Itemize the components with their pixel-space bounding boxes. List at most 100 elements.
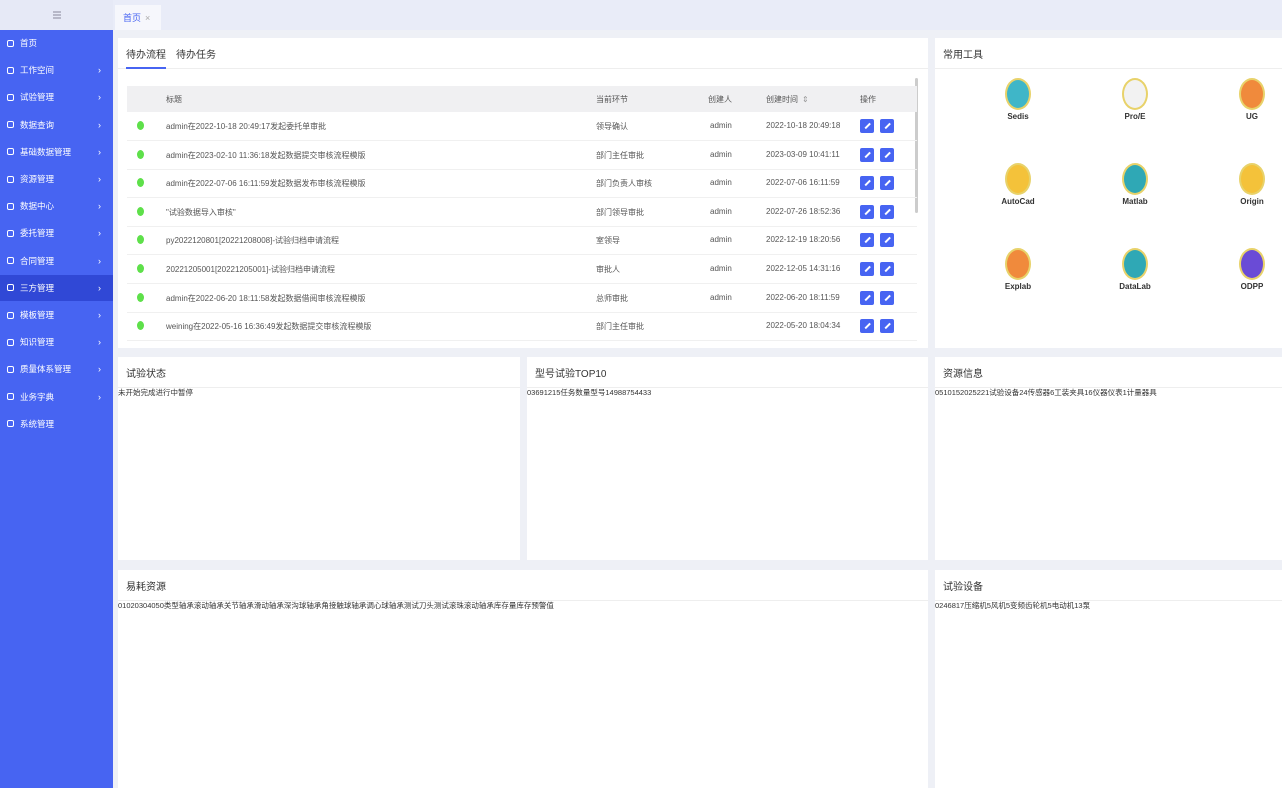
view-button[interactable]	[880, 176, 894, 190]
row-line	[127, 169, 917, 170]
menu-label: 委托管理	[20, 227, 54, 239]
table-cell: py2022120801[20221208008]-试验归档申请流程	[166, 235, 339, 246]
edit-button[interactable]	[860, 319, 874, 333]
x-axis-label: 型号	[590, 388, 605, 397]
x-tick-label: 轴承	[179, 601, 194, 610]
tool-icon	[1239, 248, 1265, 280]
menu-item[interactable]: 试验管理›	[0, 84, 113, 110]
status-dot	[137, 264, 144, 273]
menu-item[interactable]: 业务字典›	[0, 384, 113, 410]
x-tick-label: 深沟球轴承	[284, 601, 322, 610]
view-button[interactable]	[880, 233, 894, 247]
menu-arrow: ›	[98, 201, 101, 211]
tool[interactable]: Matlab	[1095, 163, 1175, 206]
chart: 03691215任务数量型号14988754433	[527, 387, 651, 398]
y-tick-label: 12	[544, 388, 552, 397]
view-button[interactable]	[880, 148, 894, 162]
y-tick-label: 10	[122, 601, 130, 610]
menu-arrow: ›	[98, 120, 101, 130]
tool[interactable]: AutoCad	[978, 163, 1058, 206]
edit-button[interactable]	[860, 291, 874, 305]
menu-item[interactable]: 质量体系管理›	[0, 356, 113, 382]
table-cell: admin在2022-10-18 20:49:17发起委托单审批	[166, 121, 326, 132]
view-button[interactable]	[880, 291, 894, 305]
menu-icon	[7, 366, 14, 373]
view-button[interactable]	[880, 319, 894, 333]
view-button[interactable]	[880, 262, 894, 276]
table-cell: admin	[710, 121, 732, 130]
menu-item[interactable]: 工作空间›	[0, 57, 113, 83]
menu-toggle[interactable]	[0, 0, 113, 30]
status-dot	[137, 235, 144, 244]
row-line	[127, 226, 917, 227]
menu-label: 工作空间	[20, 64, 54, 76]
tool-icon	[1122, 163, 1148, 195]
menu-item[interactable]: 系统管理	[0, 411, 113, 437]
menu-item[interactable]: 知识管理›	[0, 329, 113, 355]
slice-label: 暂停	[178, 388, 193, 397]
menu-item[interactable]: 数据中心›	[0, 193, 113, 219]
x-tick-label: 试验设备	[989, 388, 1019, 397]
x-tick-label: 计量器具	[1127, 388, 1157, 397]
tool[interactable]: UG	[1212, 78, 1282, 121]
tools-panel: 常用工具 Sedis Pro/E UG AutoCad Matlab Origin Expl…	[935, 38, 1282, 348]
tool[interactable]: Pro/E	[1095, 78, 1175, 121]
tool[interactable]: Sedis	[978, 78, 1058, 121]
menu-item[interactable]: 模板管理›	[0, 302, 113, 328]
table-cell: admin	[710, 264, 732, 273]
view-button[interactable]	[880, 119, 894, 133]
edit-button[interactable]	[860, 176, 874, 190]
menu-icon	[7, 67, 14, 74]
menu-label: 数据查询	[20, 119, 54, 131]
panel-title: 试验状态	[118, 357, 520, 388]
menu-item[interactable]: 资源管理›	[0, 166, 113, 192]
top-tab[interactable]: 首页×	[115, 5, 161, 30]
menu-arrow: ›	[98, 364, 101, 374]
tool[interactable]: Explab	[978, 248, 1058, 291]
edit-button[interactable]	[860, 119, 874, 133]
tool[interactable]: Origin	[1212, 163, 1282, 206]
tool-label: UG	[1212, 112, 1282, 121]
table-cell: 审批人	[596, 264, 620, 275]
menu-label: 模板管理	[20, 309, 54, 321]
y-tick-label: 10	[943, 388, 951, 397]
todo-tab[interactable]: 待办流程	[126, 46, 166, 69]
menu-item[interactable]: 首页	[0, 30, 113, 56]
menu-item[interactable]: 三方管理›	[0, 275, 113, 301]
tool[interactable]: ODPP	[1212, 248, 1282, 291]
menu-icon	[7, 121, 14, 128]
divider	[118, 68, 928, 69]
edit-button[interactable]	[860, 233, 874, 247]
todo-tab[interactable]: 待办任务	[176, 46, 216, 67]
table-cell: admin在2022-06-20 18:11:58发起数据借阅审核流程模版	[166, 293, 365, 304]
value-label: 14	[605, 388, 613, 397]
table-cell: 2023-03-09 10:41:11	[766, 150, 840, 159]
tool[interactable]: DataLab	[1095, 248, 1175, 291]
menu-item[interactable]: 合同管理›	[0, 248, 113, 274]
status-dot	[137, 121, 144, 130]
panel-title: 常用工具	[935, 38, 1282, 69]
table-cell: weining在2022-05-16 16:36:49发起数据提交审核流程模版	[166, 321, 371, 332]
column-header: 操作	[860, 94, 876, 105]
table-cell: 2022-10-18 20:49:18	[766, 121, 840, 130]
menu-item[interactable]: 基础数据管理›	[0, 139, 113, 165]
status-dot	[137, 293, 144, 302]
tool-label: Pro/E	[1095, 112, 1175, 121]
tool-label: Sedis	[978, 112, 1058, 121]
table-cell: admin	[710, 178, 732, 187]
y-tick-label: 20	[131, 601, 139, 610]
menu-item[interactable]: 数据查询 ›	[0, 112, 113, 138]
value-label: 22	[977, 388, 985, 397]
x-tick-label: 变频齿轮机	[1010, 601, 1048, 610]
tab-close[interactable]: ×	[145, 13, 150, 23]
edit-button[interactable]	[860, 262, 874, 276]
sort-icon[interactable]: ⇕	[802, 95, 809, 104]
menu-icon	[7, 148, 14, 155]
edit-button[interactable]	[860, 148, 874, 162]
menu-icon	[7, 393, 14, 400]
view-button[interactable]	[880, 205, 894, 219]
menu-item[interactable]: 委托管理›	[0, 220, 113, 246]
tool-icon	[1122, 78, 1148, 110]
menu-arrow: ›	[98, 256, 101, 266]
edit-button[interactable]	[860, 205, 874, 219]
